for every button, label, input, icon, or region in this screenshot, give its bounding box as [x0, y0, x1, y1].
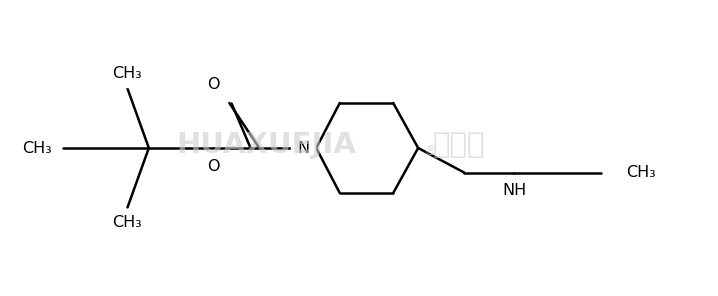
Text: NH: NH [502, 183, 526, 198]
Text: ®: ® [424, 145, 437, 159]
Text: CH₃: CH₃ [22, 141, 52, 155]
Text: HUAXUEJIA: HUAXUEJIA [177, 131, 356, 159]
Text: CH₃: CH₃ [113, 66, 142, 81]
Text: O: O [207, 77, 219, 91]
Text: CH₃: CH₃ [113, 215, 142, 230]
Text: N: N [297, 141, 309, 155]
Text: O: O [207, 159, 219, 174]
Text: 化学加: 化学加 [432, 131, 485, 159]
Text: CH₃: CH₃ [626, 165, 656, 180]
